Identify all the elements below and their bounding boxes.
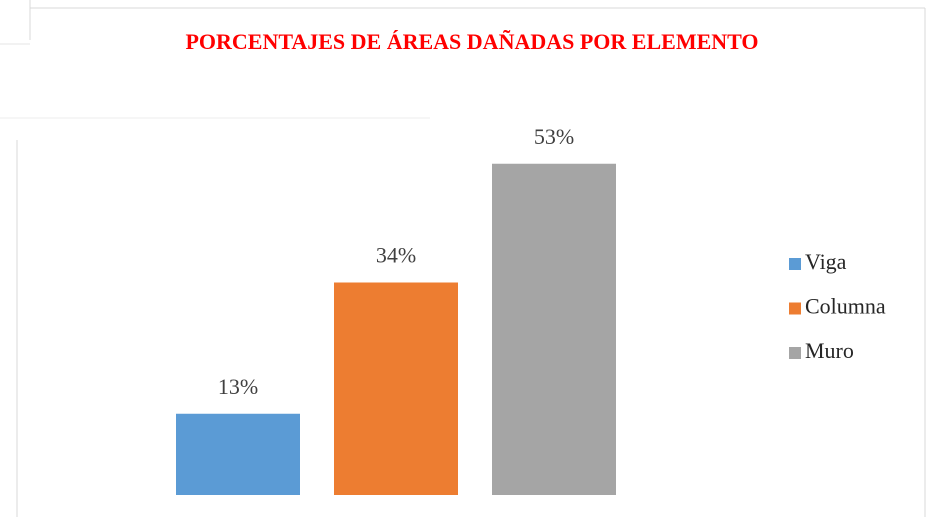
data-label: 53% [534,124,574,149]
legend-swatch [789,302,801,315]
legend-swatch [789,347,801,359]
legend-swatch [789,258,801,270]
bar [176,413,300,495]
data-label: 13% [218,374,258,399]
legend-label: Viga [805,249,847,274]
bar [492,163,616,495]
chart-title: PORCENTAJES DE ÁREAS DAÑADAS POR ELEMENT… [185,29,758,54]
legend-label: Muro [805,338,854,363]
legend-label: Columna [805,294,886,319]
data-label: 34% [376,243,416,268]
bar [334,282,458,495]
